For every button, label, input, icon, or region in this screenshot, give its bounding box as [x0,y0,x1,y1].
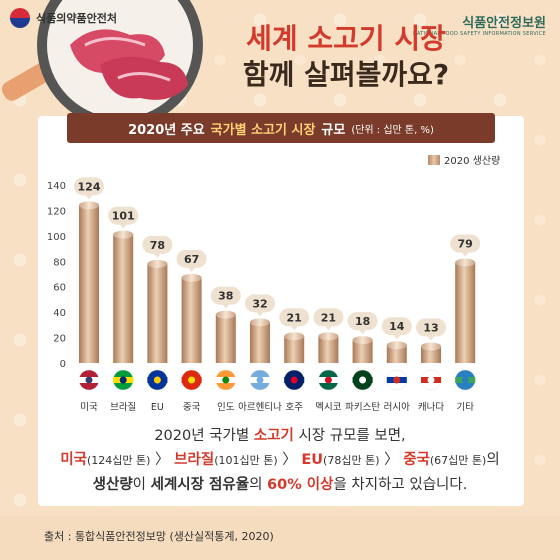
summary-l1-post: 시장 규모를 보면, [293,428,406,444]
summary-sep-2: 〉 [277,452,297,468]
summary-l3-f: 을 차지하고 있습니다. [333,477,468,493]
chart-title-pre: 2020년 주요 [128,122,205,138]
chart-title-post: 규모 [321,122,346,138]
summary-l2-tail: 의 [486,452,500,468]
headline-line1: 세계 소고기 시장 [246,22,446,55]
chart-title-highlight: 국가별 소고기 시장 [210,122,316,138]
summary-l3-b: 이 [132,477,151,493]
summary-sep-3: 〉 [379,452,399,468]
legend-label: 2020 생산량 [444,156,501,167]
summary-l3-d: 의 [249,477,268,493]
summary-country-3: EU [301,452,324,468]
summary-country-2: 브라질 [174,452,215,468]
summary-l3-e: 60% 이상 [267,477,334,493]
summary-l3-c: 세계시장 점유율 [150,477,250,493]
nfsi-logo: 식품안전정보원 NATIONAL FOOD SAFETY INFORMATION… [413,12,546,37]
summary-line3: 생산량이 세계시장 점유율의 60% 이상을 차지하고 있습니다. [40,473,520,497]
magnifier-beef-illustration [1,0,203,128]
summary-line1: 2020년 국가별 소고기 시장 규모를 보면, [40,424,520,448]
mfds-logo: 식품의약품안전처 [10,8,117,28]
summary-sep-1: 〉 [150,452,170,468]
headline-line2: 함께 살펴볼까요? [242,58,450,91]
summary-line2: 미국(124십만 톤) 〉 브라질(101십만 톤) 〉 EU(78십만 톤) … [40,448,520,473]
summary-l1-highlight: 소고기 [253,428,294,444]
summary-value-1: (124십만 톤) [87,454,151,467]
summary-country-1: 미국 [60,452,88,468]
summary-country-4: 중국 [403,452,430,468]
summary-l3-a: 생산량 [92,477,133,493]
taegeuk-icon [10,8,30,28]
summary-value-2: (101십만 톤) [214,454,278,467]
summary-text: 2020년 국가별 소고기 시장 규모를 보면, 미국(124십만 톤) 〉 브… [40,424,520,497]
nfsi-name: 식품안전정보원 [462,16,546,31]
chart-title: 2020년 주요 국가별 소고기 시장 규모 (단위 : 십만 톤, %) [67,113,495,143]
chart-legend: 2020 생산량 [428,152,500,167]
source-bar: 출처 : 통합식품안전정보망 (생산실적통계, 2020) [0,516,560,560]
summary-value-4: (67십만 톤) [429,454,487,467]
headline: 세계 소고기 시장 함께 살펴볼까요? [196,22,496,94]
legend-swatch [428,154,440,165]
nfsi-subtitle: NATIONAL FOOD SAFETY INFORMATION SERVICE [412,31,546,37]
chart-title-unit: (단위 : 십만 톤, %) [351,124,434,136]
mfds-name: 식품의약품안전처 [36,12,117,25]
summary-l1-pre: 2020년 국가별 [154,428,254,444]
source-text: 출처 : 통합식품안전정보망 (생산실적통계, 2020) [44,530,274,543]
summary-value-3: (78십만 톤) [323,454,380,467]
